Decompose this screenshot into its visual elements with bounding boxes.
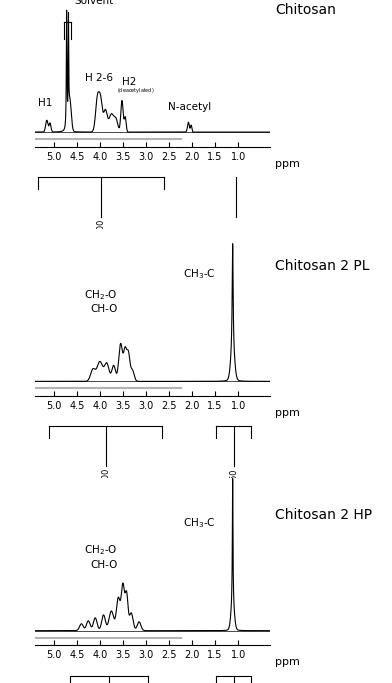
Text: 1.00: 1.00 <box>96 219 105 237</box>
Text: 1.00: 1.00 <box>101 468 110 486</box>
Text: $_{\mathrm{(deacetylated)}}$: $_{\mathrm{(deacetylated)}}$ <box>117 87 154 96</box>
Text: Chitosan 2 PL: Chitosan 2 PL <box>275 259 370 273</box>
Text: 0.60: 0.60 <box>229 468 238 486</box>
Text: H1: H1 <box>38 98 53 109</box>
Text: H 2-6: H 2-6 <box>85 73 113 83</box>
Text: H2: H2 <box>122 76 136 87</box>
Text: Chitosan: Chitosan <box>275 3 336 16</box>
Text: CH$_3$-C: CH$_3$-C <box>183 516 216 530</box>
Text: Chitosan 2 HP: Chitosan 2 HP <box>275 508 372 522</box>
Text: ppm: ppm <box>275 657 300 667</box>
Text: Solvent: Solvent <box>74 0 114 6</box>
Text: CH$_2$-O
CH-O: CH$_2$-O CH-O <box>84 544 117 570</box>
Text: N-acetyl: N-acetyl <box>168 102 211 113</box>
Text: CH$_2$-O
CH-O: CH$_2$-O CH-O <box>84 288 117 314</box>
Text: CH$_3$-C: CH$_3$-C <box>183 267 216 281</box>
Text: ppm: ppm <box>275 408 300 418</box>
Text: ppm: ppm <box>275 158 300 169</box>
